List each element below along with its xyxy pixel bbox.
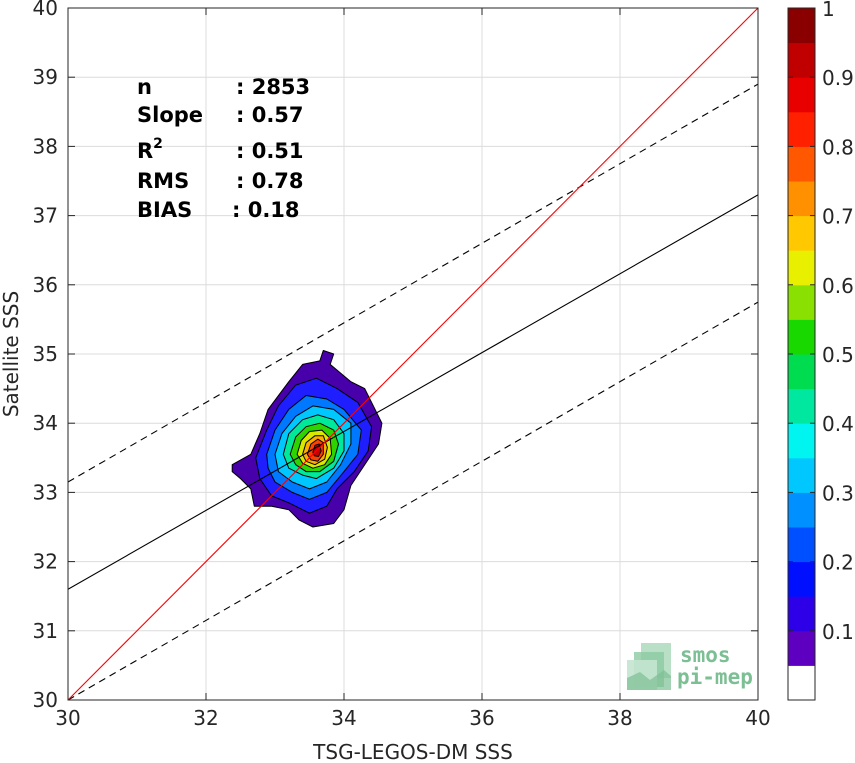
x-tick-label: 36 [469,706,494,730]
colorbar-tick-label: 0.3 [822,481,854,505]
colorbar-tick-label: 0.6 [822,274,854,298]
stat-label: n [137,75,152,99]
density-contours [231,350,383,528]
line-identity [68,8,758,700]
colorbar-segment [788,388,815,424]
y-tick-label: 34 [33,411,58,435]
stat-value: : 0.78 [236,169,304,193]
y-tick-label: 39 [33,65,58,89]
colorbar-segment [788,42,815,78]
colorbar-tick-label: 0.2 [822,551,854,575]
colorbar-segment [788,527,815,563]
colorbar-segment [788,492,815,528]
logo-icon [627,643,671,690]
colorbar-tick-label: 0.1 [822,620,854,644]
colorbar-segment [788,250,815,286]
stat-value: : 0.57 [236,103,304,127]
colorbar [787,7,816,701]
colorbar-tick-label: 0.4 [822,412,854,436]
y-tick-label: 37 [33,204,58,228]
y-tick-label: 30 [33,688,58,712]
colorbar-segment [788,8,815,44]
colorbar-segment [788,215,815,251]
y-tick-label: 38 [33,134,58,158]
y-tick-label: 31 [33,619,58,643]
y-axis-label: Satellite SSS [0,291,23,417]
colorbar-tick-label: 0.8 [822,135,854,159]
colorbar-segment [788,630,815,666]
colorbar-tick-label: 0.7 [822,205,854,229]
y-tick-label: 36 [33,273,58,297]
stat-value: : 2853 [236,75,310,99]
x-tick-label: 30 [55,706,80,730]
logo-line-2: pi-mep [677,665,753,689]
colorbar-tick-label: 0.9 [822,66,854,90]
line-upper [68,83,758,483]
colorbar-segment [788,596,815,632]
colorbar-segment [788,561,815,597]
stat-value: : 0.51 [236,139,304,163]
colorbar-segment [788,423,815,459]
y-ticks: 30 31 32 33 34 35 36 37 38 39 40 [33,0,758,712]
line-lower [68,301,758,700]
colorbar-tick-label: 0.5 [822,343,854,367]
x-ticks: 30 32 34 36 38 40 [55,8,771,730]
y-tick-label: 40 [33,0,58,20]
colorbar-ticks: 0.1 0.2 0.3 0.4 0.5 0.6 0.7 0.8 0.9 1 [788,0,854,644]
y-tick-label: 33 [33,480,58,504]
colorbar-segment [788,284,815,320]
line-fit [68,194,758,590]
regression-lines [68,8,758,700]
stat-label: Slope [137,103,203,127]
y-tick-label: 32 [33,550,58,574]
smos-pimep-logo: smos pi-mep [627,643,753,690]
x-tick-label: 38 [607,706,632,730]
stat-value: : 0.18 [232,198,300,222]
grid [67,7,759,701]
x-tick-label: 40 [745,706,770,730]
x-tick-label: 34 [331,706,356,730]
colorbar-tick-label: 1 [822,0,835,21]
colorbar-segment [788,77,815,113]
stat-label: BIAS [137,198,192,222]
x-axis-label: TSG-LEGOS-DM SSS [312,740,513,763]
colorbar-segment [788,111,815,147]
stat-label-superscript: 2 [153,136,163,152]
colorbar-segment [788,665,815,701]
x-tick-label: 32 [193,706,218,730]
y-tick-label: 35 [33,342,58,366]
colorbar-segment [788,354,815,390]
logo-line-1: smos [680,643,731,667]
colorbar-segment [788,319,815,355]
colorbar-segment [788,457,815,493]
stat-label: RMS [137,169,189,193]
colorbar-segment [788,146,815,182]
colorbar-segment [788,181,815,217]
